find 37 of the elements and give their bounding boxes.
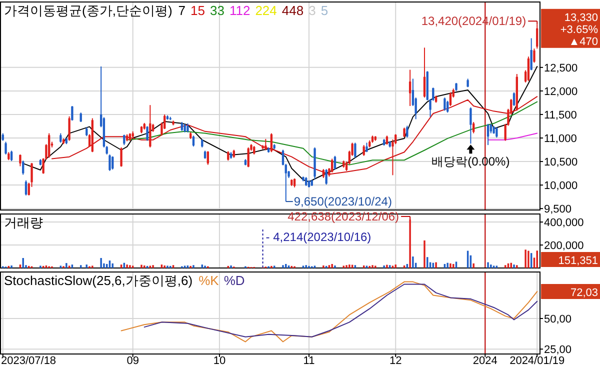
text: %K: [198, 273, 220, 288]
y-tick-label: 11,500: [544, 109, 577, 122]
x-tick-label: 2024: [472, 355, 498, 366]
text: ▲470: [568, 36, 598, 48]
text: 15: [190, 3, 205, 18]
y-tick-label: 10,000: [544, 180, 578, 192]
text: 151,351: [558, 255, 598, 268]
text: 112: [229, 3, 250, 18]
annotation: - 4,214(2023/10/16): [266, 230, 372, 244]
y-tick-label: 25,00: [544, 344, 572, 356]
y-tick-label: 12,500: [544, 62, 578, 74]
text: 7: [178, 3, 186, 18]
y-tick-label: 10,500: [544, 156, 578, 169]
text: 13,330: [564, 12, 598, 24]
x-tick-label: 11: [303, 355, 315, 366]
y-tick-label: 12,000: [544, 86, 578, 98]
chart-title: 거래량: [4, 215, 43, 230]
legend-label: 448: [282, 3, 304, 18]
chart-title: StochasticSlow(25,6,가중이평,6): [4, 273, 193, 288]
text: +3.65%: [560, 24, 598, 36]
text: 72,03: [570, 287, 598, 300]
annotation: 9,650(2023/10/24): [294, 194, 392, 209]
x-tick-label: 2024/01/19: [510, 355, 565, 366]
x-tick-label: 09: [126, 355, 139, 366]
legend-label: 224: [255, 3, 277, 18]
text: %D: [224, 273, 245, 288]
y-tick-label: 50,00: [544, 314, 572, 326]
text: 33: [210, 3, 224, 18]
y-tick-label: 11,000: [544, 133, 577, 145]
y-tick-label: 200,000: [544, 240, 584, 252]
x-tick-label: 10: [213, 355, 226, 366]
y-tick-label: 9,500: [544, 204, 572, 216]
x-tick-label: 2023/07/18: [1, 355, 56, 366]
x-tick-label: 12: [389, 355, 402, 366]
chart-title: 가격이동평균(종가,단순이평): [4, 3, 172, 18]
legend-label: 5: [320, 3, 328, 18]
y-tick-label: 400,000: [544, 217, 584, 230]
